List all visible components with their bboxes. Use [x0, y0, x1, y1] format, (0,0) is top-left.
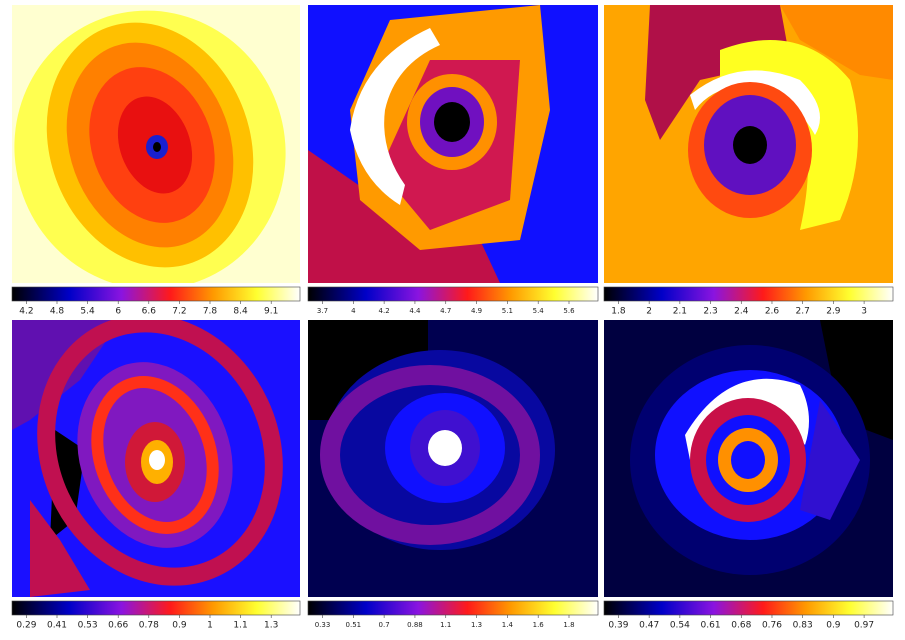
colorbar-tick-label: 0.83 [793, 621, 813, 631]
colorbar-tick-label: 1.6 [533, 621, 545, 629]
colorbar-tick-label: 0.29 [16, 621, 36, 631]
colorbar [604, 601, 893, 615]
colorbar-tick-label: 0.88 [407, 621, 423, 629]
colorbar-tick-label: 5.1 [502, 307, 513, 315]
colorbar-tick-label: 5.4 [80, 307, 95, 317]
colorbar-tick-label: 1.8 [563, 621, 574, 629]
colorbar-tick-label: 1.1 [233, 621, 247, 631]
colorbar-tick-label: 3.7 [317, 307, 328, 315]
colorbar-tick-label: 2.9 [826, 307, 841, 317]
colorbar-tick-label: 5.6 [563, 307, 575, 315]
colorbar [12, 601, 300, 615]
colorbar-tick-label: 7.2 [172, 307, 186, 317]
colorbar-tick-label: 0.41 [47, 621, 67, 631]
colorbar-tick-label: 6.6 [142, 307, 157, 317]
colorbar-tick-label: 2 [646, 307, 652, 317]
colorbar-tick-label: 1.4 [502, 621, 514, 629]
colorbar-tick-label: 9.1 [264, 307, 278, 317]
colorbar-tick-label: 1.3 [264, 621, 278, 631]
colorbar-tick-label: 4.2 [379, 307, 390, 315]
colorbar-tick-label: 1 [207, 621, 213, 631]
colorbar-tick-label: 2.6 [765, 307, 780, 317]
colorbar-tick-label: 2.3 [703, 307, 717, 317]
colorbar-tick-label: 1.1 [440, 621, 451, 629]
map-panel-4 [5, 286, 314, 615]
colorbar-tick-label: 2.4 [734, 307, 749, 317]
colorbar-tick-label: 0.7 [379, 621, 390, 629]
colorbar-tick-label: 4.2 [19, 307, 33, 317]
colorbar-tick-label: 0.68 [731, 621, 751, 631]
colorbar-tick-label: 4.9 [471, 307, 482, 315]
colorbar-tick-label: 0.53 [78, 621, 98, 631]
colorbar-tick-label: 0.54 [670, 621, 690, 631]
colorbar [308, 601, 598, 615]
colorbar-tick-label: 4 [351, 307, 356, 315]
colorbar-tick-label: 0.78 [139, 621, 159, 631]
colorbar-tick-label: 4.8 [50, 307, 65, 317]
colorbar [12, 287, 300, 301]
colorbar-tick-label: 0.33 [315, 621, 331, 629]
colorbar [604, 287, 893, 301]
map-panel-1 [0, 0, 325, 328]
colorbar-tick-label: 4.4 [409, 307, 421, 315]
colorbar-tick-label: 0.47 [639, 621, 659, 631]
colorbar-tick-label: 0.51 [346, 621, 362, 629]
colorbar [308, 287, 598, 301]
colorbar-tick-label: 2.1 [673, 307, 687, 317]
colorbar-tick-label: 0.9 [172, 621, 187, 631]
colorbar-tick-label: 0.39 [608, 621, 628, 631]
colorbar-tick-label: 3 [861, 307, 867, 317]
map-panel-5 [308, 320, 598, 597]
colorbar-tick-label: 7.8 [203, 307, 218, 317]
map-panel-3 [604, 5, 893, 283]
colorbar-tick-label: 1.8 [611, 307, 626, 317]
map-panel-6 [604, 320, 893, 597]
colorbar-tick-label: 4.7 [440, 307, 451, 315]
colorbar-tick-label: 0.61 [701, 621, 721, 631]
colorbar-tick-label: 2.7 [796, 307, 810, 317]
colorbar-tick-label: 0.9 [826, 621, 841, 631]
colorbar-tick-label: 8.4 [233, 307, 248, 317]
colorbar-tick-label: 6 [115, 307, 121, 317]
colorbar-tick-label: 1.3 [471, 621, 482, 629]
figure: 4.2 4.8 5.4 6 6.6 7.2 7.8 8.4 9.1 3.7 4 4.2 4.4 4.7 4.… [0, 0, 905, 640]
colorbar-tick-label: 0.76 [762, 621, 782, 631]
colorbar-tick-label: 0.66 [108, 621, 128, 631]
colorbar-tick-label: 5.4 [533, 307, 545, 315]
colorbar-tick-label: 0.97 [854, 621, 874, 631]
map-panel-2 [308, 5, 598, 283]
